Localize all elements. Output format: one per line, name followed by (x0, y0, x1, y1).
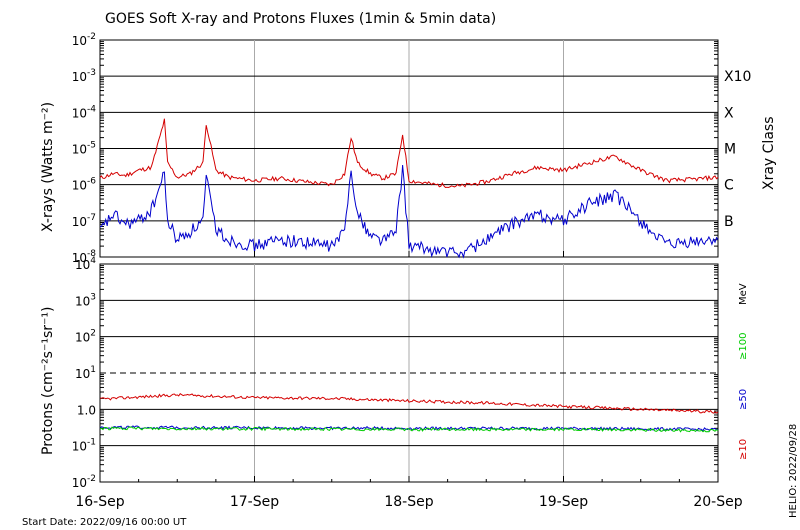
y-tick-label: 10-3 (72, 68, 96, 84)
xray-panel: 10-2 10-3 10-4 10-5 10-6 10-7 10-8 X10 X M C B (72, 32, 752, 265)
series-line-p50 (99, 425, 719, 432)
y-tick-label: 104 (75, 256, 96, 272)
series-line-long (99, 118, 719, 189)
y-tick-label: 10-2 (72, 32, 96, 48)
y-tick-label: 10-2 (72, 474, 96, 490)
y-tick-label: 10-5 (72, 141, 96, 157)
legend-p10: ≥10 (738, 439, 749, 460)
y-tick-label: 101 (75, 365, 96, 381)
xray-class-X10: X10 (724, 69, 751, 85)
energy-unit-label: MeV (738, 283, 749, 305)
xray-class-C: C (724, 178, 734, 194)
y-tick-label: 1.0 (77, 403, 96, 417)
xray-y-label: X-rays (Watts m⁻²) (40, 102, 56, 232)
xray-class-label: Xray Class (761, 117, 777, 191)
series-line-p100 (99, 426, 719, 433)
x-axis: 16-Sep 17-Sep 18-Sep 19-Sep 20-Sep (75, 251, 743, 510)
chart-title: GOES Soft X-ray and Protons Fluxes (1min… (105, 11, 496, 27)
y-tick-label: 103 (75, 292, 96, 308)
proton-panel: 104 103 102 101 1.0 10-1 10-2 MeV ≥10 ≥50 ≥100 (72, 256, 749, 490)
y-tick-label: 10-8 (72, 249, 97, 265)
legend-p100: ≥100 (738, 333, 749, 360)
x-tick-label: 18-Sep (384, 494, 433, 510)
x-tick-label: 19-Sep (539, 494, 588, 510)
series-line-p10 (99, 393, 719, 414)
y-tick-label: 10-4 (72, 104, 97, 120)
x-tick-label: 16-Sep (75, 494, 124, 510)
xray-class-X: X (724, 105, 734, 121)
y-tick-label: 10-1 (72, 438, 96, 454)
credit-label: HELIO: 2022/09/28 (788, 424, 799, 518)
start-date-label: Start Date: 2022/09/16 00:00 UT (22, 517, 187, 528)
proton-y-label: Protons (cm⁻²s⁻¹sr⁻¹) (40, 307, 56, 456)
xray-class-M: M (724, 142, 736, 158)
legend-p50: ≥50 (738, 389, 749, 410)
y-tick-label: 10-7 (72, 213, 96, 229)
x-tick-label: 17-Sep (230, 494, 279, 510)
xray-class-B: B (724, 214, 734, 230)
series-line-short (99, 164, 719, 259)
y-tick-label: 102 (75, 329, 96, 345)
y-tick-label: 10-6 (72, 177, 97, 193)
x-tick-label: 20-Sep (693, 494, 742, 510)
